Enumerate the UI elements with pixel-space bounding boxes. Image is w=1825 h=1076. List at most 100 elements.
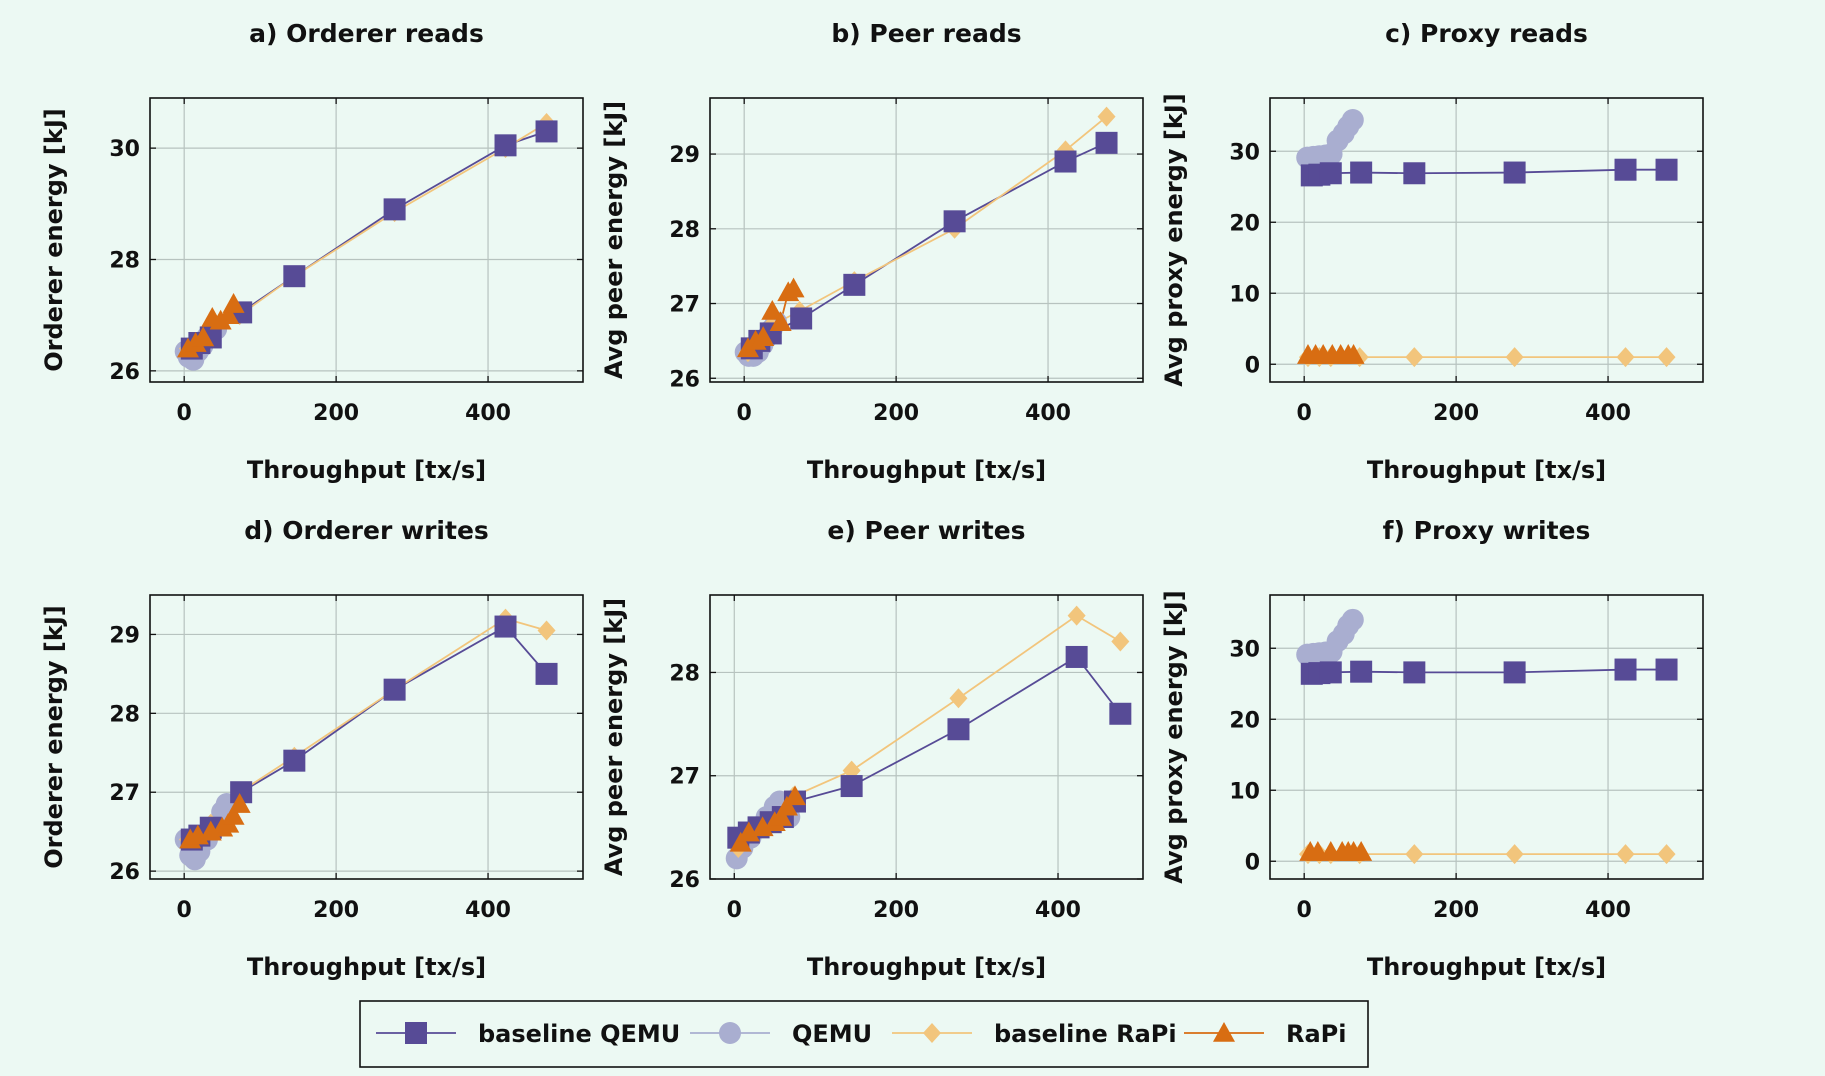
x-axis-label: Throughput [tx/s] — [1367, 456, 1606, 484]
x-axis-label: Throughput [tx/s] — [807, 953, 1046, 981]
point-baseline-qemu — [1614, 658, 1637, 681]
point-baseline-rapi — [1405, 347, 1424, 368]
point-baseline-qemu — [1655, 658, 1678, 681]
legend-marker-qemu — [719, 1022, 741, 1044]
x-tick-label: 0 — [1297, 898, 1312, 923]
x-tick-label: 200 — [873, 401, 919, 426]
plot-frame — [709, 97, 1144, 383]
point-rapi — [761, 300, 784, 320]
plot-frame — [149, 594, 584, 880]
x-axis-label: Throughput [tx/s] — [247, 953, 486, 981]
y-tick-label: 0 — [1245, 353, 1260, 378]
x-tick-label: 200 — [873, 898, 919, 923]
legend-item-qemu: QEMU — [690, 1020, 872, 1048]
y-tick-label: 10 — [1229, 282, 1260, 307]
point-baseline-rapi — [1657, 844, 1676, 865]
point-baseline-qemu — [535, 662, 558, 685]
y-tick-label: 27 — [109, 781, 140, 806]
point-baseline-qemu — [230, 781, 253, 804]
y-tick-label: 30 — [1229, 140, 1260, 165]
y-axis-label: Avg proxy energy [kJ] — [1160, 93, 1188, 386]
point-baseline-qemu — [494, 134, 517, 157]
point-rapi — [751, 816, 774, 837]
y-tick-label: 27 — [669, 765, 700, 790]
point-baseline-rapi — [949, 688, 968, 709]
point-baseline-qemu — [1319, 162, 1342, 185]
x-tick-label: 400 — [465, 401, 511, 426]
x-tick-label: 0 — [1297, 401, 1312, 426]
chart-title: c) Proxy reads — [1385, 19, 1588, 48]
y-axis-label: Orderer energy [kJ] — [40, 108, 68, 371]
point-baseline-qemu — [283, 265, 306, 288]
x-axis-label: Throughput [tx/s] — [807, 456, 1046, 484]
point-baseline-qemu — [1350, 161, 1373, 184]
point-rapi — [770, 806, 793, 826]
y-tick-label: 30 — [109, 137, 140, 162]
chart-proxy-reads: 0 200 400 0 10 20 30 c) Proxy reads Throughput [… — [1160, 19, 1704, 484]
legend-marker-rapi — [1213, 1022, 1235, 1042]
point-baseline-qemu — [383, 198, 406, 221]
point-baseline-qemu — [1095, 131, 1118, 154]
chart-title: f) Proxy writes — [1383, 516, 1591, 545]
chart-peer-writes: 0 200 400 26 27 28 e) Peer writes Throughput [t… — [600, 516, 1144, 981]
legend-label: baseline QEMU — [478, 1020, 680, 1048]
point-baseline-rapi — [537, 620, 556, 641]
point-baseline-qemu — [494, 615, 517, 638]
x-tick-label: 200 — [1433, 898, 1479, 923]
plot-frame — [1269, 97, 1704, 383]
point-rapi — [222, 293, 245, 313]
point-baseline-qemu — [947, 718, 970, 741]
legend-marker-baseline-rapi — [923, 1023, 941, 1043]
y-tick-label: 20 — [1229, 708, 1260, 733]
y-tick-label: 26 — [669, 367, 700, 392]
point-baseline-rapi — [1616, 844, 1635, 865]
point-qemu — [1341, 109, 1364, 132]
point-rapi — [783, 785, 806, 806]
point-rapi — [192, 326, 215, 347]
point-baseline-qemu — [790, 307, 813, 330]
y-axis-label: Avg peer energy [kJ] — [600, 598, 628, 876]
point-baseline-qemu — [840, 775, 863, 798]
y-axis-label: Avg proxy energy [kJ] — [1160, 590, 1188, 883]
point-baseline-rapi — [1111, 631, 1130, 652]
y-axis-label: Avg peer energy [kJ] — [600, 101, 628, 379]
x-tick-label: 200 — [313, 898, 359, 923]
legend-label: RaPi — [1286, 1020, 1347, 1048]
legend-label: QEMU — [792, 1020, 872, 1048]
y-tick-label: 26 — [669, 868, 700, 893]
chart-title: e) Peer writes — [827, 516, 1025, 545]
chart-proxy-writes: 0 200 400 0 10 20 30 f) Proxy writes Throughput … — [1160, 516, 1704, 981]
point-baseline-qemu — [1054, 150, 1077, 173]
chart-title: d) Orderer writes — [244, 516, 489, 545]
point-baseline-rapi — [1405, 844, 1424, 865]
point-rapi — [729, 831, 752, 852]
x-axis-label: Throughput [tx/s] — [1367, 953, 1606, 981]
point-baseline-qemu — [1403, 162, 1426, 185]
point-baseline-rapi — [1657, 347, 1676, 368]
x-tick-label: 400 — [1585, 898, 1631, 923]
legend-box — [359, 1000, 1369, 1068]
point-baseline-qemu — [943, 210, 966, 233]
point-rapi — [222, 804, 245, 825]
x-tick-label: 0 — [177, 401, 192, 426]
legend-item-baseline-rapi: baseline RaPi — [892, 1020, 1177, 1048]
x-axis-label: Throughput [tx/s] — [247, 456, 486, 484]
y-tick-label: 28 — [669, 661, 700, 686]
point-baseline-qemu — [1655, 158, 1678, 181]
y-tick-label: 27 — [669, 293, 700, 318]
plot-frame — [149, 97, 584, 383]
point-baseline-rapi — [1097, 106, 1116, 127]
point-baseline-qemu — [1319, 661, 1342, 684]
y-tick-label: 0 — [1245, 850, 1260, 875]
point-baseline-qemu — [383, 678, 406, 701]
x-tick-label: 400 — [1035, 898, 1081, 923]
plot-frame — [709, 594, 1144, 880]
x-tick-label: 0 — [737, 401, 752, 426]
x-tick-label: 400 — [465, 898, 511, 923]
chart-orderer-writes: 0 200 400 26 27 28 29 d) Orderer writes Throughp… — [40, 516, 584, 981]
point-rapi — [1342, 344, 1365, 364]
legend-marker-baseline-qemu — [405, 1022, 427, 1044]
point-rapi — [217, 304, 240, 324]
point-baseline-qemu — [1614, 158, 1637, 181]
